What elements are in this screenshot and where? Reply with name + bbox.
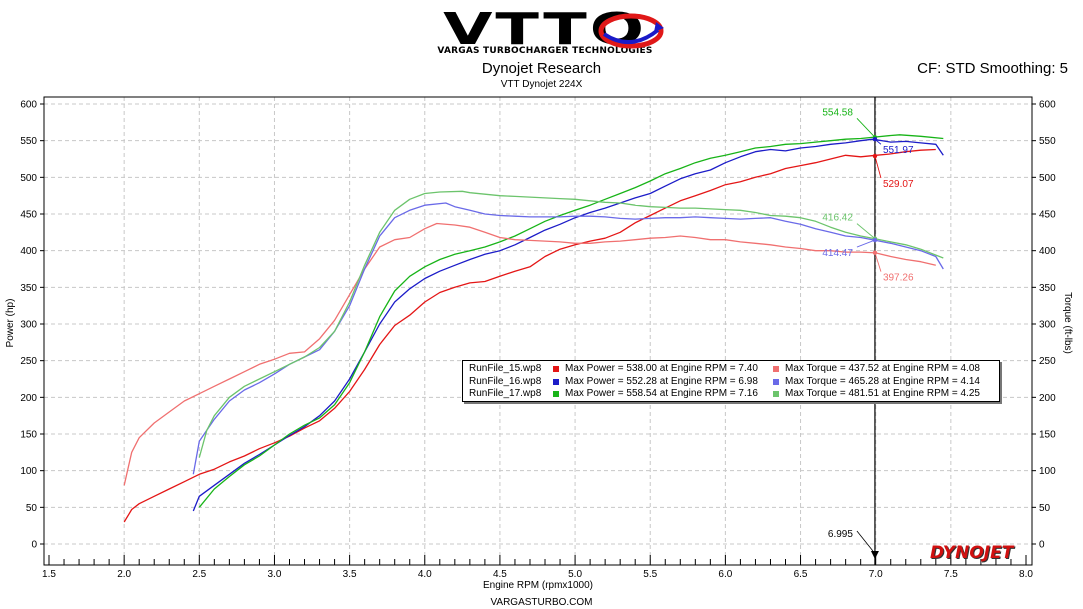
x-tick-label: 7.0 xyxy=(869,569,883,580)
y-tick-label: 300 xyxy=(20,320,37,331)
chart-subtitle: VTT Dynojet 224X xyxy=(500,79,583,90)
x-tick-label: 5.0 xyxy=(568,569,582,580)
y2-tick-label: 250 xyxy=(1039,356,1056,367)
legend-file: RunFile_17.wp8 xyxy=(469,388,542,399)
legend-power-swatch xyxy=(553,366,559,372)
x-axis-label: Engine RPM (rpmx1000) xyxy=(483,580,593,591)
annotation-label: 397.26 xyxy=(883,273,914,284)
annotation-label: 551.97 xyxy=(883,145,914,156)
legend-power-swatch xyxy=(553,391,559,397)
y-tick-label: 600 xyxy=(20,100,37,111)
series-line-runfile-15-power xyxy=(123,148,936,523)
legend-file: RunFile_16.wp8 xyxy=(469,375,542,387)
annotation-leader xyxy=(856,117,876,138)
series-line-runfile-16-power xyxy=(192,138,944,512)
series-line-runfile-15-torque xyxy=(123,222,936,486)
y2-tick-label: 350 xyxy=(1039,283,1056,294)
legend-power-text: Max Power = 558.54 at Engine RPM = 7.16 xyxy=(565,388,758,399)
correction-factor-label: CF: STD Smoothing: 5 xyxy=(917,60,1068,77)
y-tick-label: 150 xyxy=(20,430,37,441)
cursor-pointer xyxy=(856,530,874,552)
legend-torque-swatch xyxy=(773,366,779,372)
y2-tick-label: 100 xyxy=(1039,466,1056,477)
y-tick-label: 0 xyxy=(31,540,37,551)
y2-tick-label: 450 xyxy=(1039,210,1056,221)
x-tick-label: 5.5 xyxy=(643,569,657,580)
annotation-leader xyxy=(874,252,882,272)
legend-torque-swatch xyxy=(773,378,779,385)
legend-row: RunFile_17.wp8 Max Power = 558.54 at Engi… xyxy=(463,388,999,401)
x-tick-label: 3.0 xyxy=(268,569,282,580)
vtt-logo: VTTO VARGAS TURBOCHARGER TECHNOLOGIES xyxy=(410,8,680,58)
y-tick-label: 550 xyxy=(20,136,37,147)
dynojet-brand: DYNOJET xyxy=(930,543,1014,563)
annotation-marker xyxy=(872,237,878,243)
x-tick-label: 6.0 xyxy=(718,569,732,580)
annotation-leader xyxy=(874,155,882,179)
legend-torque-text: Max Torque = 465.28 at Engine RPM = 4.14 xyxy=(785,375,980,387)
y2-tick-label: 50 xyxy=(1039,503,1051,514)
annotation-label: 416.42 xyxy=(822,213,853,224)
x-tick-label: 1.5 xyxy=(42,569,56,580)
legend-row: RunFile_16.wp8 Max Power = 552.28 at Engi… xyxy=(463,376,999,389)
x-tick-label: 2.0 xyxy=(117,569,131,580)
y-tick-label: 100 xyxy=(20,466,37,477)
y2-tick-label: 600 xyxy=(1039,100,1056,111)
legend: RunFile_15.wp8 Max Power = 538.00 at Engi… xyxy=(462,360,1000,402)
y-tick-label: 200 xyxy=(20,393,37,404)
y-axis-label: Power (hp) xyxy=(5,299,16,348)
x-tick-label: 3.5 xyxy=(343,569,357,580)
series-line-runfile-17-power xyxy=(198,134,944,508)
y2-tick-label: 500 xyxy=(1039,173,1056,184)
footer-url: VARGASTURBO.COM xyxy=(490,597,593,608)
y-tick-label: 400 xyxy=(20,246,37,257)
y2-tick-label: 550 xyxy=(1039,136,1056,147)
legend-torque-swatch xyxy=(773,391,779,397)
legend-row: RunFile_15.wp8 Max Power = 538.00 at Engi… xyxy=(463,363,999,376)
x-tick-label: 4.5 xyxy=(493,569,507,580)
logo-subtitle: VARGAS TURBOCHARGER TECHNOLOGIES xyxy=(437,46,653,56)
x-tick-label: 4.0 xyxy=(418,569,432,580)
y-tick-label: 50 xyxy=(26,503,38,514)
y-tick-label: 500 xyxy=(20,173,37,184)
legend-power-swatch xyxy=(553,378,559,385)
annotation-marker xyxy=(872,137,878,142)
annotation-label: 554.58 xyxy=(822,107,853,118)
y2-tick-label: 150 xyxy=(1039,430,1056,441)
legend-power-text: Max Power = 538.00 at Engine RPM = 7.40 xyxy=(565,363,758,374)
annotation-leader xyxy=(856,239,876,248)
y-tick-label: 250 xyxy=(20,356,37,367)
y2-tick-label: 200 xyxy=(1039,393,1056,404)
legend-torque-text: Max Torque = 437.52 at Engine RPM = 4.08 xyxy=(785,363,980,374)
x-tick-label: 7.5 xyxy=(944,569,958,580)
x-tick-label: 8.0 xyxy=(1019,569,1033,580)
legend-file: RunFile_15.wp8 xyxy=(469,363,542,374)
logo-swoosh-icon xyxy=(598,13,664,49)
x-tick-label: 6.5 xyxy=(794,569,808,580)
x-tick-label: 2.5 xyxy=(192,569,206,580)
annotation-marker xyxy=(872,153,878,159)
annotation-marker xyxy=(872,250,878,255)
y2-tick-label: 300 xyxy=(1039,320,1056,331)
y-tick-label: 450 xyxy=(20,210,37,221)
annotation-label: 529.07 xyxy=(883,179,914,190)
cursor-value-label: 6.995 xyxy=(828,529,853,540)
y-tick-label: 350 xyxy=(20,283,37,294)
y2-tick-label: 400 xyxy=(1039,246,1056,257)
y2-tick-label: 0 xyxy=(1039,540,1045,551)
annotation-leader xyxy=(856,223,876,239)
chart-title: Dynojet Research xyxy=(481,60,602,77)
legend-torque-text: Max Torque = 481.51 at Engine RPM = 4.25 xyxy=(785,388,980,399)
annotation-label: 414.47 xyxy=(822,248,853,259)
y2-axis-label: Torque (ft-lbs) xyxy=(1062,292,1073,354)
legend-power-text: Max Power = 552.28 at Engine RPM = 6.98 xyxy=(565,375,758,387)
cursor-arrow xyxy=(870,551,879,559)
series-line-runfile-16-torque xyxy=(192,202,944,475)
series-line-runfile-17-torque xyxy=(198,190,944,458)
